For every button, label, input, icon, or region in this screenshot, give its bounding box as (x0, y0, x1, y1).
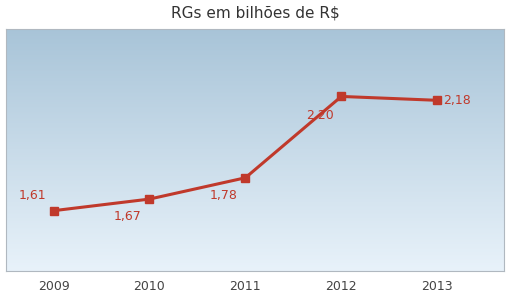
Text: 2,20: 2,20 (305, 109, 333, 122)
Text: 1,78: 1,78 (209, 189, 237, 202)
Text: 1,61: 1,61 (18, 189, 46, 202)
Text: 1,67: 1,67 (114, 210, 142, 223)
Text: 2,18: 2,18 (442, 94, 470, 107)
Title: RGs em bilhões de R$: RGs em bilhões de R$ (171, 6, 338, 21)
